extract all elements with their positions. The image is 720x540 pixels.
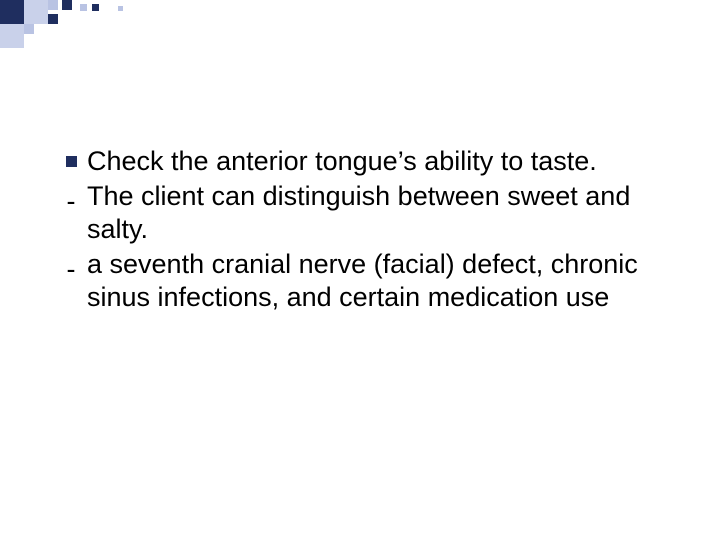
list-item-text: a seventh cranial nerve (facial) defect,… [87, 248, 665, 314]
list-item: - a seventh cranial nerve (facial) defec… [55, 248, 665, 314]
decor-square [118, 6, 123, 11]
decor-square [62, 0, 72, 10]
decor-square [24, 0, 48, 24]
slide: Check the anterior tongue’s ability to t… [0, 0, 720, 540]
list-item: Check the anterior tongue’s ability to t… [55, 145, 665, 178]
dash-bullet-icon: - [55, 180, 87, 218]
decor-square [24, 24, 34, 34]
slide-body: Check the anterior tongue’s ability to t… [55, 145, 665, 316]
square-bullet-icon [55, 145, 87, 167]
decor-square [48, 14, 58, 24]
dash-bullet-icon: - [55, 248, 87, 286]
decor-square [0, 24, 24, 48]
list-item-text: The client can distinguish between sweet… [87, 180, 665, 246]
decor-square [0, 0, 24, 24]
decor-square [48, 0, 58, 10]
list-item-text: Check the anterior tongue’s ability to t… [87, 145, 597, 178]
list-item: - The client can distinguish between swe… [55, 180, 665, 246]
decor-square [80, 4, 87, 11]
decor-square [92, 4, 99, 11]
